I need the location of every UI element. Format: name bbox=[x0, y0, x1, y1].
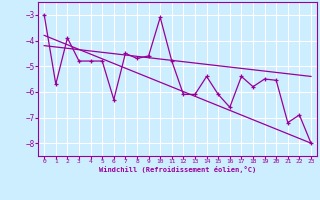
X-axis label: Windchill (Refroidissement éolien,°C): Windchill (Refroidissement éolien,°C) bbox=[99, 166, 256, 173]
